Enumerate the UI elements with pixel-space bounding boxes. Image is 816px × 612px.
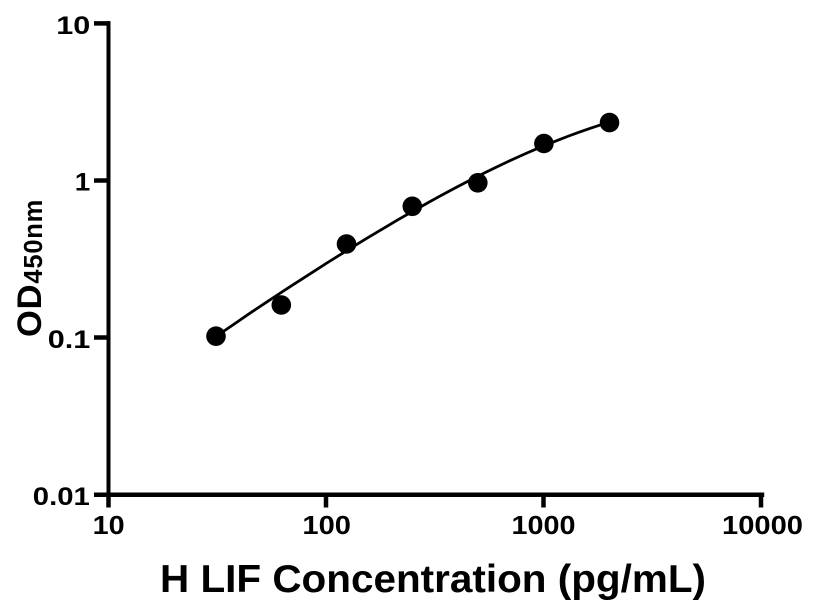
svg-text:10: 10 xyxy=(56,12,90,40)
svg-text:H LIF Concentration (pg/mL): H LIF Concentration (pg/mL) xyxy=(160,558,706,601)
svg-text:0.01: 0.01 xyxy=(33,483,90,511)
svg-text:1000: 1000 xyxy=(512,512,576,540)
svg-text:1: 1 xyxy=(75,168,91,196)
svg-text:10000: 10000 xyxy=(722,512,803,540)
svg-text:10: 10 xyxy=(93,512,125,540)
svg-text:0.1: 0.1 xyxy=(48,326,91,354)
svg-text:100: 100 xyxy=(302,512,351,540)
